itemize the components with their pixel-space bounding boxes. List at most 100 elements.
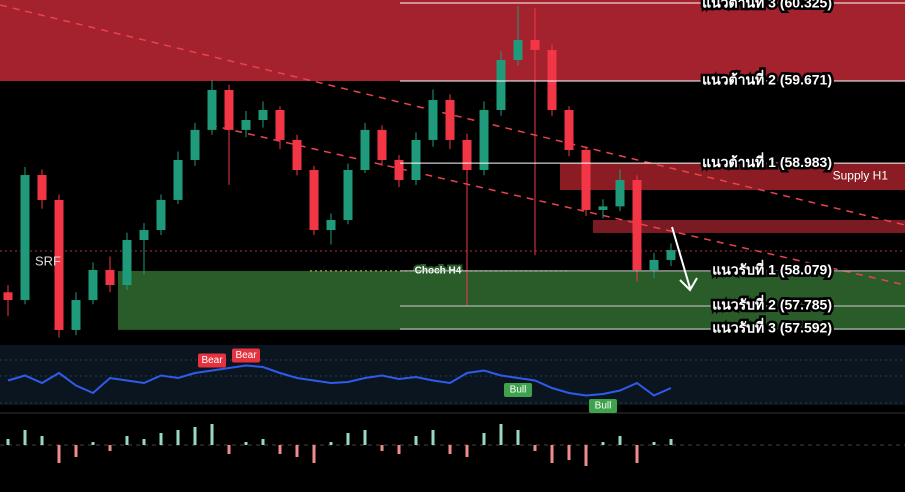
candle-body [275,109,285,140]
zone [118,270,905,330]
candle-body [666,250,676,260]
oscillator-panel [0,345,905,405]
candle-body [598,206,608,210]
histogram-bar [465,445,469,457]
candle-body [105,269,115,286]
level-label: แนวรับที่ 3 (57.592) [712,318,832,336]
candle-body [241,120,251,130]
histogram-bar [329,442,333,445]
candle-body [360,129,370,170]
histogram-bar [176,430,180,445]
candle-body [581,149,591,210]
candle-body [445,99,455,140]
histogram-bar [142,439,146,445]
candle-body [37,175,47,200]
candle-body [394,159,404,181]
symbol-label: SRF [35,253,61,268]
zone [0,0,905,82]
zone [593,219,905,233]
histogram-bar [516,430,520,445]
histogram-bar [210,424,214,445]
candle-body [309,170,319,231]
histogram-bar [91,442,95,445]
histogram-bar [125,436,129,445]
candle-body [71,300,81,330]
histogram-bar [567,445,571,460]
level-label: แนวต้านที่ 2 (59.671) [702,70,832,88]
candle-body [343,170,353,220]
histogram-bar [244,442,248,445]
level-label: แนวต้านที่ 3 (60.325) [702,0,832,11]
histogram-bar [159,433,163,445]
histogram-bar [227,445,231,454]
candle-body [173,159,183,200]
signal-badge [232,348,260,363]
candle-body [479,109,489,170]
signal-badge [198,353,226,368]
candle-body [649,259,659,270]
histogram-bar [584,445,588,466]
arrow-head [679,277,698,292]
candle-body [513,39,523,61]
histogram-bar [533,445,537,451]
candle-body [54,199,64,330]
candle-body [207,89,217,130]
histogram-bar [40,436,44,445]
candle-body [428,99,438,140]
histogram-bar [295,445,299,457]
candle-body [190,129,200,160]
signal-label: Bear [201,355,223,366]
histogram-bar [499,424,503,445]
histogram-bar [482,433,486,445]
histogram-bar [550,445,554,463]
candle-body [411,139,421,181]
candle-body [3,292,13,301]
histogram-bar [261,439,265,445]
histogram-bar [57,445,61,463]
signal-badge [589,399,617,413]
signal-badge [504,383,532,397]
candle-body [632,180,642,270]
candle-body [139,230,149,241]
candle-body [615,180,625,207]
histogram-bar [6,439,10,445]
candle-body [530,39,540,50]
histogram-bar [618,436,622,445]
histogram-bar [74,445,78,457]
oscillator-line [7,364,672,397]
candle-body [547,49,557,110]
histogram-bar [278,445,282,454]
histogram-bar [312,445,316,463]
trend-line [209,124,905,286]
candle-body [292,139,302,170]
histogram-bar [448,445,452,454]
histogram-bar [669,439,673,445]
histogram-bar [601,442,605,445]
signal-label: Bull [510,385,527,396]
level-label: แนวต้านที่ 1 (58.983) [702,152,832,170]
candle-body [258,109,268,121]
histogram-bar [363,430,367,445]
signal-label: Bear [235,350,257,361]
arrow [671,226,691,289]
histogram-bar [397,445,401,454]
histogram-bar [108,445,112,451]
histogram-bar [635,445,639,463]
histogram-bar [23,430,27,445]
histogram-bar [193,427,197,445]
candle-body [564,109,574,150]
candle-body [496,60,506,110]
histogram-bar [380,445,384,451]
signal-label: Bull [595,401,612,412]
candle-body [156,199,166,231]
candle-body [224,89,234,130]
candle-body [88,269,98,301]
histogram-bar [346,433,350,445]
histogram-bar [652,442,656,445]
histogram-bar [414,436,418,445]
level-label: แนวรับที่ 2 (57.785) [712,295,832,313]
histogram-bar [431,430,435,445]
candle-body [326,219,336,231]
candle-body [20,175,30,301]
